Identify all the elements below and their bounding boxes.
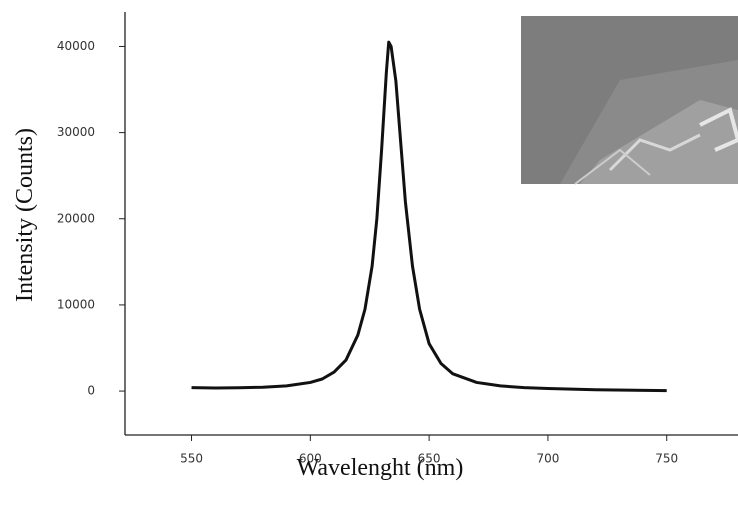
y-axis-label: Intensity (Counts) bbox=[12, 128, 38, 302]
x-tick-label: 700 bbox=[536, 452, 559, 466]
x-tick-label: 650 bbox=[418, 452, 441, 466]
x-axis-label: Wavelenght (nm) bbox=[297, 455, 464, 481]
y-tick-label: 0 bbox=[87, 384, 95, 398]
spectrum-line bbox=[191, 40, 667, 393]
y-tick-label: 30000 bbox=[57, 125, 95, 139]
y-tick-label: 10000 bbox=[57, 297, 95, 311]
x-tick-label: 750 bbox=[655, 452, 678, 466]
y-tick-label: 40000 bbox=[57, 39, 95, 53]
y-tick-label: 20000 bbox=[57, 211, 95, 225]
x-tick-label: 550 bbox=[180, 452, 203, 466]
inset-photo bbox=[521, 16, 738, 185]
x-tick-label: 600 bbox=[299, 452, 322, 466]
